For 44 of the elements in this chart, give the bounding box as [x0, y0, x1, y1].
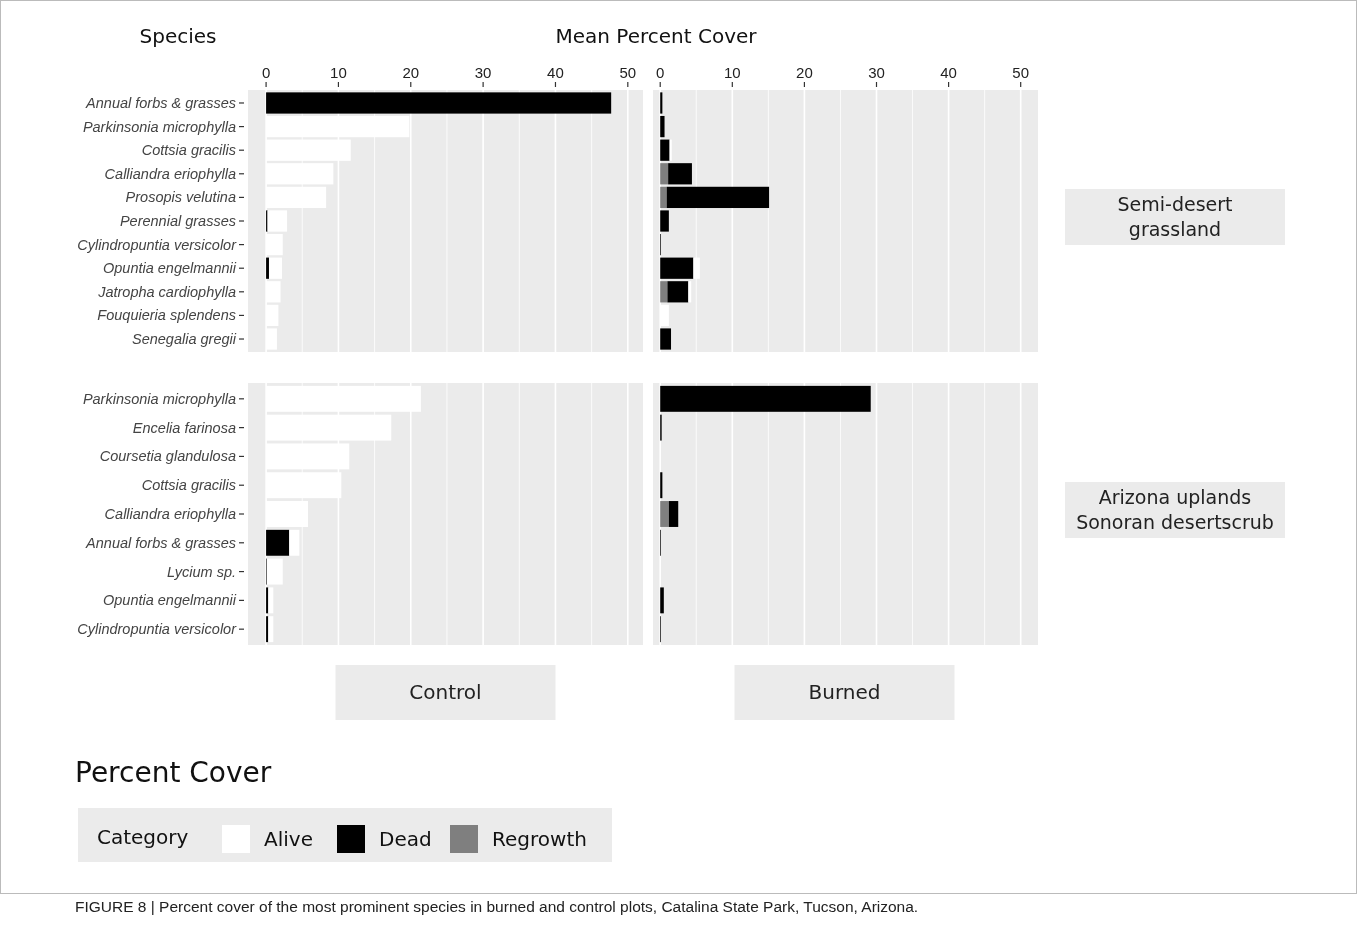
y-tick-label: Prosopis velutina [125, 189, 236, 206]
x-tick-label: 20 [796, 64, 813, 81]
y-tick-label: Fouquieria splendens [97, 307, 236, 324]
x-axis-title: Mean Percent Cover [555, 24, 758, 48]
x-tick-label: 40 [547, 64, 564, 81]
text: Semi-desert grassland [1117, 193, 1233, 241]
x-tick-label: 0 [261, 64, 271, 81]
y-tick-label: Calliandra eriophylla [104, 506, 236, 523]
y-tick-label: Senegalia gregii [132, 331, 237, 348]
x-tick-label: 30 [474, 64, 492, 81]
x-tick-label: 50 [1012, 64, 1030, 81]
x-tick-label: 10 [723, 64, 741, 81]
y-tick-label: Opuntia engelmannii [102, 260, 237, 277]
y-tick-label: Annual forbs & grasses [85, 534, 236, 551]
text: Percent Cover [75, 755, 272, 789]
x-tick-label: 10 [330, 64, 347, 81]
text: Control [409, 680, 482, 704]
y-tick-label: Calliandra eriophylla [104, 165, 236, 182]
y-axis-title: Species [139, 24, 217, 48]
y-tick-label: Cylindropuntia versicolor [77, 621, 238, 638]
x-tick-label: 0 [656, 64, 665, 81]
legend-title: Category [97, 825, 189, 849]
y-tick-label: Parkinsonia microphylla [82, 390, 236, 407]
legend-label: Alive [264, 827, 313, 851]
x-tick-label: 50 [619, 64, 637, 81]
x-tick-label: 30 [868, 64, 885, 81]
legend-label: Regrowth [492, 827, 587, 851]
y-tick-label: Annual forbs & grasses [85, 95, 236, 112]
y-tick-label: Coursetia glandulosa [99, 448, 236, 465]
y-tick-label: Jatropha cardiophylla [97, 283, 236, 300]
y-tick-label: Opuntia engelmannii [102, 592, 237, 609]
y-tick-label: Perennial grasses [119, 213, 236, 230]
y-tick-label: Cylindropuntia versicolor [77, 236, 238, 253]
caption: FIGURE 8 | Percent cover of the most prominent species in burned and control plots, Catalina State Park, Tucson, Arizona. [75, 898, 919, 916]
text: Burned [808, 680, 881, 704]
y-tick-label: Cottsia gracilis [141, 142, 236, 159]
text: Arizona uplands Sonoran desertscrub [1076, 486, 1274, 534]
y-tick-label: Cottsia gracilis [141, 477, 236, 494]
x-tick-label: 20 [402, 64, 420, 81]
y-tick-label: Encelia farinosa [132, 419, 236, 436]
legend-label: Dead [379, 827, 432, 851]
x-tick-label: 40 [940, 64, 957, 81]
y-tick-label: Lycium sp. [166, 563, 236, 580]
y-tick-label: Parkinsonia microphylla [82, 118, 236, 135]
